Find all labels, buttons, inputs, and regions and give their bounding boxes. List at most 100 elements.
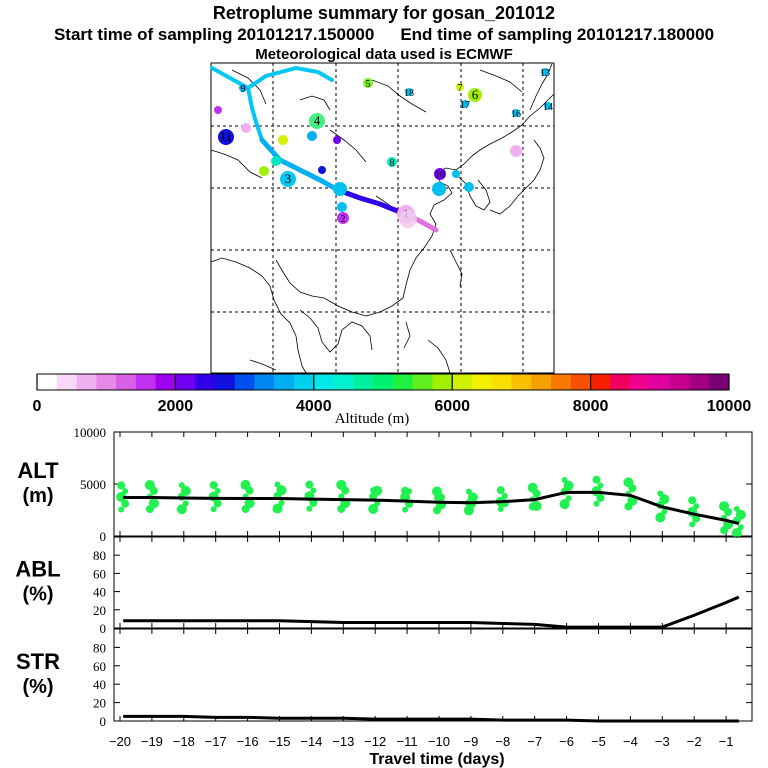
scatter-point: [565, 495, 572, 502]
map-marker-label: 14: [543, 102, 553, 113]
colorbar-swatch: [709, 374, 730, 390]
y-tick-label: 60: [93, 659, 106, 674]
map-marker: 9: [239, 84, 247, 95]
map-marker-label: 2: [341, 214, 346, 225]
scatter-point: [688, 496, 697, 505]
map-marker: 5: [363, 78, 373, 90]
colorbar-swatch: [471, 374, 493, 390]
scatter-point: [559, 499, 570, 510]
x-tick-label: −2: [687, 734, 702, 749]
scatter-point: [148, 498, 159, 509]
scatter-point: [117, 481, 126, 490]
map-marker: 3: [280, 171, 296, 187]
map-marker-label: 4: [314, 113, 321, 128]
map-marker-label: 16: [511, 109, 521, 120]
colorbar-swatch: [195, 374, 216, 390]
y-tick-label: 0: [100, 621, 107, 636]
x-tick-label: −6: [559, 734, 574, 749]
sampling-times: Start time of sampling 20101217.150000 En…: [0, 26, 768, 44]
colorbar-swatch: [96, 374, 117, 390]
map-marker-label: 3: [285, 171, 292, 186]
map-marker: 16: [511, 109, 521, 120]
colorbar-swatch: [175, 374, 196, 390]
map-marker: [464, 182, 474, 192]
colorbar-swatch: [412, 374, 433, 390]
map-marker: [510, 145, 522, 157]
map-marker: [214, 106, 222, 114]
map-marker-label: 7: [458, 83, 463, 94]
colorbar-swatch: [452, 374, 473, 390]
x-tick-label: −18: [173, 734, 195, 749]
map-marker: [452, 170, 460, 178]
map-marker-label: 6: [472, 87, 479, 102]
scatter-point: [527, 482, 538, 493]
scatter-point: [402, 506, 409, 513]
scatter-point: [116, 491, 127, 502]
scatter-point: [244, 498, 255, 509]
map-marker-label: 13: [540, 68, 550, 79]
scatter-point: [733, 505, 740, 512]
scatter-point: [692, 514, 701, 523]
altitude-colorbar: 0 2000 4000 6000 8000 10000: [33, 373, 752, 415]
y-tick-label: 0: [100, 714, 107, 729]
colorbar-swatch: [511, 374, 532, 390]
map-marker: 18: [404, 88, 414, 99]
colorbar-swatch: [313, 374, 335, 390]
map-marker: [432, 182, 446, 196]
x-tick-label: −17: [205, 734, 227, 749]
panel-ylabel-unit: (m): [22, 485, 53, 507]
panel-abl: 80 60 40 20 0 ABL(%): [15, 536, 753, 636]
y-tick-label: 40: [93, 677, 106, 692]
colorbar-tick-label: 4000: [296, 398, 332, 415]
y-tick-label: 5000: [80, 477, 106, 492]
x-tick-label: −1: [719, 734, 734, 749]
map-marker: [307, 131, 317, 141]
scatter-point: [276, 485, 287, 496]
scatter-point: [213, 499, 222, 508]
y-tick-label: 80: [93, 548, 106, 563]
scatter-point: [463, 505, 474, 516]
colorbar-swatch: [116, 374, 137, 390]
series-line-alt: [123, 490, 740, 525]
map-marker-label: 8: [390, 158, 395, 169]
scatter-point: [370, 487, 377, 494]
colorbar-swatch: [56, 374, 78, 390]
colorbar-swatch: [254, 374, 275, 390]
map-marker: [271, 156, 281, 166]
x-tick-label: −13: [332, 734, 354, 749]
panel-ylabel-unit: (%): [22, 676, 53, 698]
map-marker: 14: [543, 102, 553, 113]
scatter-point: [209, 481, 218, 490]
scatter-point: [467, 492, 478, 503]
scatter-point: [657, 490, 664, 497]
x-tick-label: −19: [141, 734, 163, 749]
x-tick-label: −11: [397, 734, 418, 749]
scatter-point: [240, 479, 251, 490]
colorbar-swatch: [590, 374, 611, 390]
colorbar-swatch: [491, 374, 513, 390]
map-marker: [337, 202, 347, 212]
scatter-point: [121, 499, 130, 508]
retroplume-map: 12345678910111314161718: [210, 62, 555, 374]
map-marker-label: 17: [460, 100, 470, 111]
scatter-point: [465, 488, 472, 495]
colorbar-swatch: [392, 374, 414, 390]
y-tick-label: 40: [93, 585, 106, 600]
map-marker: 8: [387, 157, 397, 169]
x-tick-label: −7: [527, 734, 542, 749]
colorbar-swatch: [234, 374, 255, 390]
map-marker: 2: [337, 212, 349, 225]
x-tick-label: −5: [591, 734, 606, 749]
time-series-panels: 1000050000ALT(m)806040200ABL(%)806040200…: [15, 425, 753, 749]
x-tick-label: −15: [268, 734, 290, 749]
panel-alt: 10000 5000 0 ALT(m): [17, 425, 753, 544]
colorbar-tick-label: 10000: [707, 398, 752, 415]
x-tick-label: −10: [428, 734, 450, 749]
colorbar-swatch: [630, 374, 651, 390]
scatter-point: [210, 506, 217, 513]
scatter-point: [596, 493, 605, 502]
map-frame: [210, 62, 555, 374]
colorbar-swatch: [373, 374, 394, 390]
panel-ylabel: STR: [16, 649, 60, 674]
